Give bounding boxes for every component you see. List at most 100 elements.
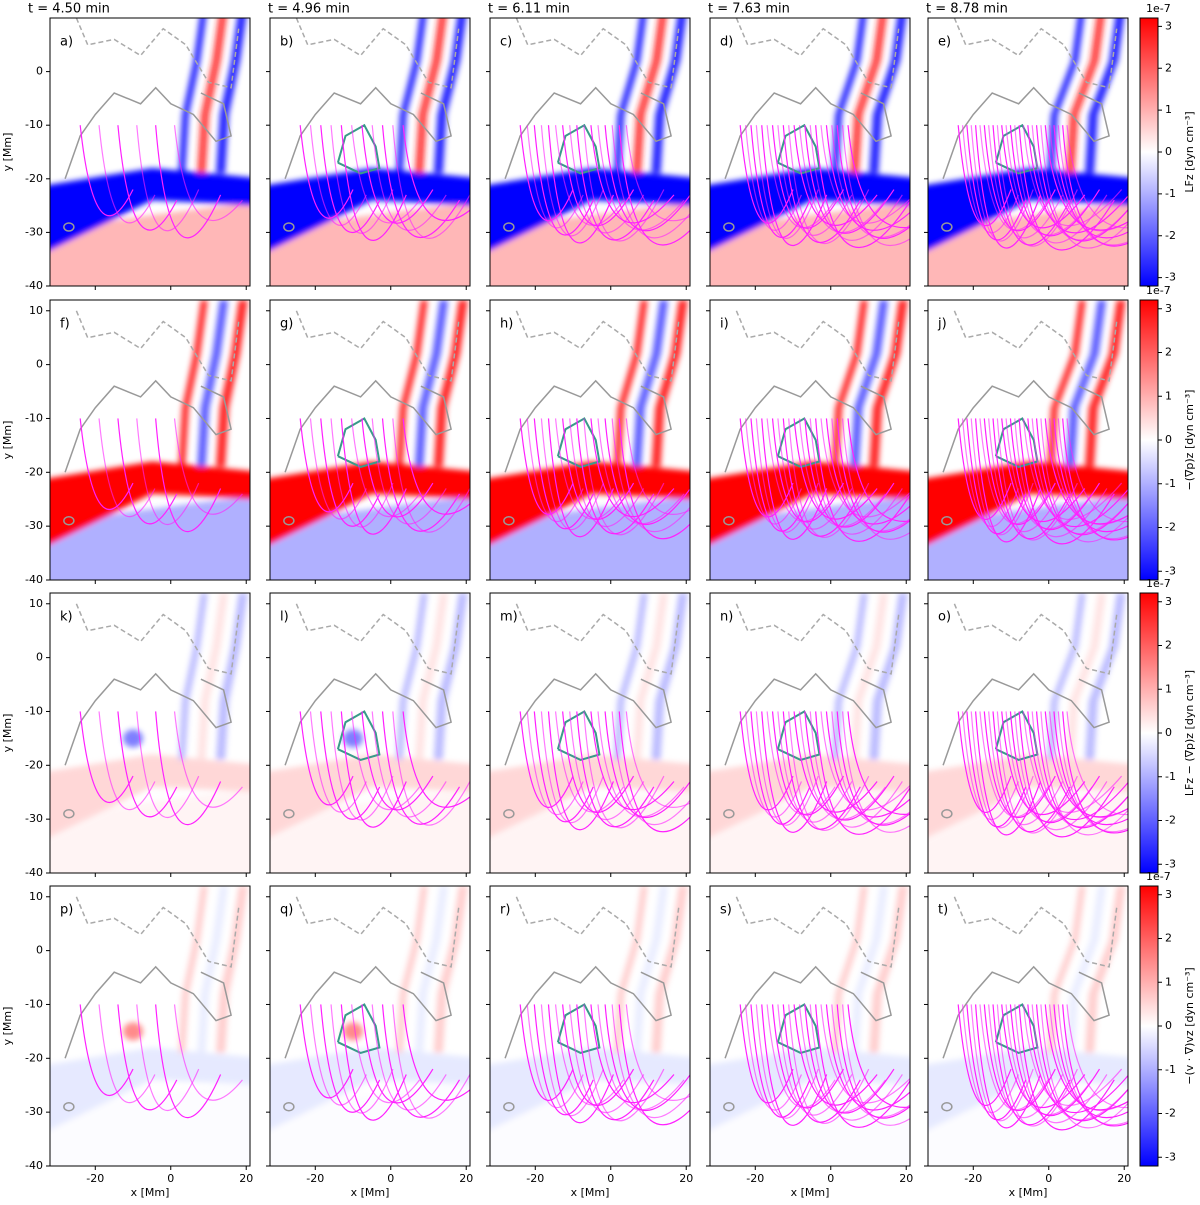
field-line bbox=[625, 418, 690, 515]
colorbar-exponent: 1e-7 bbox=[1146, 870, 1171, 883]
field-line bbox=[1022, 1004, 1123, 1107]
x-tick-label: 0 bbox=[167, 1172, 174, 1185]
field-line bbox=[771, 711, 845, 816]
x-tick-label: -20 bbox=[86, 1172, 104, 1185]
field-line bbox=[1001, 711, 1086, 815]
field-line bbox=[402, 1004, 470, 1101]
field-line bbox=[79, 418, 134, 511]
panel-label: k) bbox=[60, 610, 73, 625]
x-tick-label: -20 bbox=[306, 1172, 324, 1185]
axes-frame bbox=[927, 299, 1129, 581]
colorbar: -3 -2 -1 0 1 2 3 1e-7 LFz − (∇p)z [dyn cm⁻³] bbox=[1139, 577, 1196, 874]
x-axis-label: x [Mm] bbox=[131, 1186, 170, 1199]
y-tick-label: 10 bbox=[29, 304, 43, 317]
streak bbox=[869, 593, 908, 760]
field-line bbox=[831, 1004, 910, 1118]
y-tick-label: 10 bbox=[29, 597, 43, 610]
streak bbox=[1066, 886, 1107, 1053]
x-tick-label: 20 bbox=[679, 1172, 693, 1185]
colorbar-tick-label: -1 bbox=[1165, 1063, 1176, 1076]
field-line bbox=[381, 125, 461, 239]
y-tick-label: -20 bbox=[25, 172, 43, 185]
field-line bbox=[847, 418, 910, 522]
field-line bbox=[798, 125, 886, 233]
axes-frame bbox=[489, 17, 691, 287]
field-line bbox=[979, 125, 1049, 231]
field-line bbox=[755, 1004, 819, 1119]
panel-label: d) bbox=[720, 35, 733, 50]
field-shading bbox=[490, 886, 690, 1166]
field-line bbox=[1066, 418, 1128, 523]
field-line bbox=[842, 418, 910, 540]
field-line bbox=[604, 125, 690, 232]
y-tick-label: -30 bbox=[25, 519, 43, 532]
contour-dashed bbox=[953, 310, 1118, 382]
field-shading bbox=[50, 886, 250, 1166]
colorbar-tick-label: -2 bbox=[1165, 1107, 1176, 1120]
streak bbox=[178, 18, 207, 174]
field-line bbox=[98, 125, 156, 224]
field-line bbox=[519, 1004, 574, 1101]
field-map bbox=[270, 886, 470, 1166]
streak bbox=[197, 886, 229, 1053]
field-line bbox=[299, 711, 354, 806]
field-line bbox=[975, 418, 1042, 543]
streak bbox=[869, 886, 908, 1053]
contour-solid bbox=[284, 672, 452, 766]
field-line bbox=[320, 418, 381, 527]
y-tick-label: -10 bbox=[25, 118, 43, 131]
streak bbox=[396, 18, 427, 174]
field-map bbox=[710, 18, 910, 286]
streak bbox=[651, 300, 688, 467]
streak bbox=[1047, 300, 1086, 467]
panel: -20 0 20 -40 -30 -20 -10 0 10 p) x [Mm] y [Mm] bbox=[1, 885, 253, 1199]
field-line bbox=[597, 1004, 685, 1111]
colorbar-tick-label: -1 bbox=[1165, 770, 1176, 783]
x-tick-label: 20 bbox=[239, 1172, 253, 1185]
field-line bbox=[79, 711, 134, 804]
colorbar-tick-label: -3 bbox=[1165, 857, 1176, 870]
field-line bbox=[836, 125, 910, 239]
contour-small bbox=[283, 222, 295, 232]
colorbar: -3 -2 -1 0 1 2 3 1e-7 −(∇p)z [dyn cm⁻³] bbox=[1139, 284, 1196, 581]
flux-rope-contour bbox=[994, 1003, 1039, 1054]
panel: j) bbox=[924, 299, 1129, 584]
panel-label: n) bbox=[720, 610, 733, 625]
main-band bbox=[710, 461, 910, 544]
field-line bbox=[309, 418, 367, 520]
panel-label: t) bbox=[938, 903, 948, 918]
field-line bbox=[761, 125, 828, 246]
streak bbox=[850, 593, 889, 760]
colorbar-gradient bbox=[1139, 592, 1159, 874]
colorbar: -3 -2 -1 0 1 2 3 1e-7 LFz [dyn cm⁻³] bbox=[1139, 2, 1196, 287]
field-line bbox=[590, 711, 675, 811]
field-map bbox=[270, 300, 470, 580]
streak bbox=[1085, 593, 1126, 760]
streak bbox=[414, 18, 447, 174]
field-line bbox=[533, 418, 594, 530]
panel: -20 0 20 r) x [Mm] bbox=[486, 885, 693, 1199]
x-tick-label: 0 bbox=[387, 1172, 394, 1185]
field-line bbox=[961, 1004, 1019, 1113]
field-line bbox=[625, 125, 690, 222]
contour-small bbox=[723, 809, 735, 819]
colorbar-tick-label: -3 bbox=[1165, 1150, 1176, 1163]
field-line bbox=[625, 1004, 690, 1101]
field-line bbox=[825, 711, 910, 818]
contour-solid bbox=[64, 86, 232, 180]
field-line bbox=[777, 711, 853, 823]
field-line bbox=[975, 1004, 1042, 1129]
contour-dashed bbox=[735, 603, 900, 675]
field-line bbox=[842, 1004, 910, 1126]
field-line bbox=[173, 125, 243, 221]
panel: g) bbox=[266, 299, 471, 584]
field-line bbox=[975, 125, 1042, 249]
panel-label: m) bbox=[500, 610, 518, 625]
colorbar-tick-label: 0 bbox=[1165, 1019, 1172, 1032]
field-line bbox=[744, 125, 802, 231]
field-line bbox=[815, 711, 910, 835]
field-shading bbox=[490, 300, 690, 580]
contour-small bbox=[63, 516, 75, 526]
field-line bbox=[155, 711, 222, 826]
panel-label: s) bbox=[720, 903, 732, 918]
